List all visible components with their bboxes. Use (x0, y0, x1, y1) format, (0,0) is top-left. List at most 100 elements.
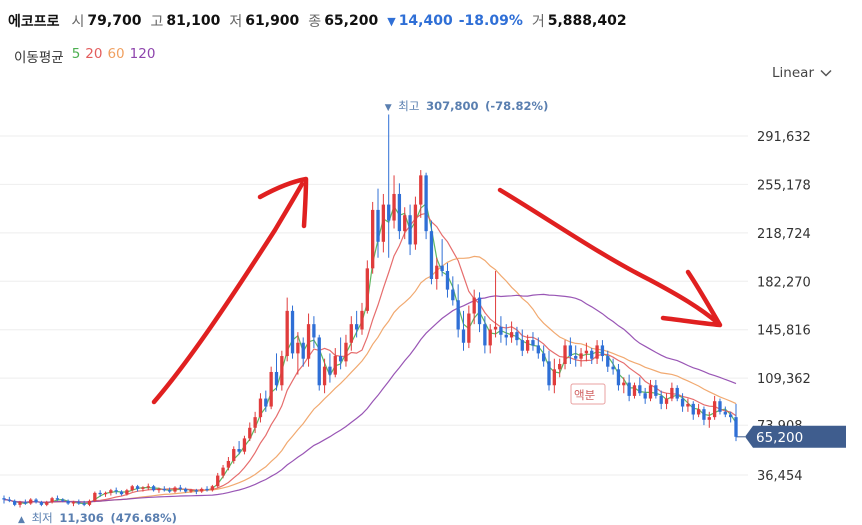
candle-body (600, 345, 605, 357)
y-tick-label: 182,270 (757, 275, 811, 290)
candle-body (558, 364, 562, 370)
close-value: 65,200 (324, 13, 379, 29)
candle-body (371, 209, 375, 269)
candle-body (670, 387, 674, 399)
candle-body (659, 395, 663, 404)
candle-body (504, 334, 508, 338)
low-annotation-pct: (476.68%) (110, 511, 176, 525)
scale-selector[interactable]: Linear (772, 65, 832, 81)
red-arrow-annotations (151, 176, 723, 405)
candle-body (18, 502, 22, 505)
candle-body (194, 490, 199, 492)
candle-body (77, 502, 81, 504)
candle-body (563, 345, 567, 365)
candle-body (280, 356, 284, 386)
candle-body (531, 340, 535, 346)
candles (2, 114, 738, 508)
candle-body (146, 486, 150, 488)
current-price-tag-label: 65,200 (756, 430, 803, 446)
candle-body (167, 490, 172, 492)
low-annotation: ▲ 최저 11,306 (476.68%) (18, 511, 177, 525)
candle-body (616, 369, 621, 386)
candle-body (301, 342, 305, 359)
y-tick-label: 109,362 (757, 372, 811, 387)
down-trend-arrow (497, 187, 721, 326)
candle-body (344, 342, 348, 362)
candle-body (23, 502, 28, 504)
candle-body (290, 310, 295, 354)
candle-body (258, 398, 263, 418)
candle-body (173, 487, 177, 492)
candle-body (440, 265, 444, 272)
candle-body (109, 490, 113, 493)
candle-body (413, 204, 418, 245)
ma-120-label[interactable]: 120 (129, 46, 156, 62)
candle-body (611, 366, 615, 370)
candle-body (627, 382, 631, 396)
candle-body (547, 361, 551, 386)
y-tick-label: 145,816 (757, 324, 811, 339)
candle-body (488, 329, 492, 346)
candle-body (729, 414, 733, 418)
candle-body (718, 401, 722, 412)
candle-body (205, 488, 209, 491)
candle-body (50, 498, 54, 503)
candle-body (584, 350, 589, 354)
candle-body (264, 398, 268, 407)
high-annotation-title: 최고 (398, 99, 419, 113)
candle-body (499, 326, 503, 335)
candle-body (590, 350, 594, 359)
candle-body (424, 175, 428, 232)
open-value: 79,700 (87, 13, 142, 29)
candle-body (216, 475, 220, 487)
ma-5-label[interactable]: 5 (71, 46, 81, 62)
ma-120-line (3, 293, 737, 503)
ma-60-label[interactable]: 60 (107, 46, 125, 62)
ma-20-label[interactable]: 20 (85, 46, 103, 62)
candle-body (141, 487, 145, 489)
moving-average-lines (3, 202, 737, 505)
candle-body (691, 403, 695, 415)
candle-body (103, 492, 108, 495)
y-tick-label: 255,178 (757, 178, 811, 193)
candle-body (242, 438, 247, 452)
candle-body (114, 490, 118, 492)
candle-body (13, 500, 17, 505)
high-label: 고 (150, 14, 164, 30)
candle-body (707, 417, 711, 420)
open-label: 시 (71, 14, 85, 30)
candle-body (87, 500, 92, 505)
ma-60-line (3, 255, 737, 503)
candle-body (360, 310, 364, 330)
candle-body (429, 231, 434, 279)
event-marker-label: 액분 (574, 388, 595, 402)
candle-body (189, 490, 193, 492)
candle-body (119, 491, 124, 495)
y-tick-label: 36,454 (757, 469, 803, 484)
up-trend-arrow (151, 181, 305, 405)
candle-body (328, 366, 332, 375)
candle-body (403, 215, 407, 232)
candle-body (622, 382, 626, 386)
candle-body (253, 417, 257, 428)
candle-body (445, 271, 450, 290)
high-annotation-value: 307,800 (426, 99, 478, 113)
candle-body (456, 300, 460, 330)
candle-body (397, 193, 402, 232)
candle-body (686, 403, 690, 407)
high-annotation-pct: (-78.82%) (485, 99, 548, 113)
candle-body (552, 369, 556, 386)
candle-body (376, 209, 380, 242)
candle-body (525, 340, 530, 351)
candle-body (232, 449, 236, 461)
low-annotation-label: ▲ 최저 11,306 (476.68%) (18, 511, 177, 525)
candle-body (93, 492, 97, 501)
chevron-down-icon (820, 69, 832, 77)
candle-body (520, 340, 524, 351)
candle-body (82, 503, 86, 505)
candle-body (606, 356, 610, 367)
event-marker: 액분 (570, 383, 606, 405)
candle-body (392, 193, 396, 221)
candle-body (333, 356, 337, 375)
